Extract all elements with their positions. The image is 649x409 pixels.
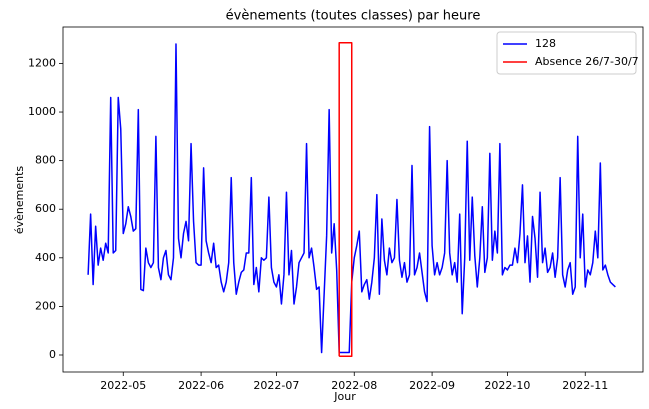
x-axis-label: Jour bbox=[333, 390, 356, 403]
plot-frame bbox=[62, 26, 644, 373]
y-tick-label: 200 bbox=[35, 299, 56, 312]
x-tick-label: 2022-08 bbox=[331, 379, 377, 392]
legend-label: Absence 26/7-30/7 bbox=[535, 55, 639, 68]
x-tick-label: 2022-07 bbox=[253, 379, 299, 392]
y-tick-label: 1200 bbox=[28, 56, 56, 69]
y-axis-label: évènements bbox=[13, 166, 26, 235]
x-tick-label: 2022-06 bbox=[178, 379, 224, 392]
y-tick-label: 0 bbox=[49, 348, 56, 361]
chart-title: évènements (toutes classes) par heure bbox=[226, 9, 481, 24]
legend-label: 128 bbox=[535, 37, 556, 50]
y-tick-label: 800 bbox=[35, 154, 56, 167]
x-tick-label: 2022-09 bbox=[409, 379, 455, 392]
legend-box bbox=[496, 31, 637, 75]
x-tick-label: 2022-10 bbox=[484, 379, 530, 392]
y-tick-label: 400 bbox=[35, 251, 56, 264]
x-tick-label: 2022-05 bbox=[100, 379, 146, 392]
y-tick-label: 1000 bbox=[28, 105, 56, 118]
x-tick-label: 2022-11 bbox=[562, 379, 608, 392]
series-line bbox=[338, 42, 353, 357]
y-tick-label: 600 bbox=[35, 202, 56, 215]
